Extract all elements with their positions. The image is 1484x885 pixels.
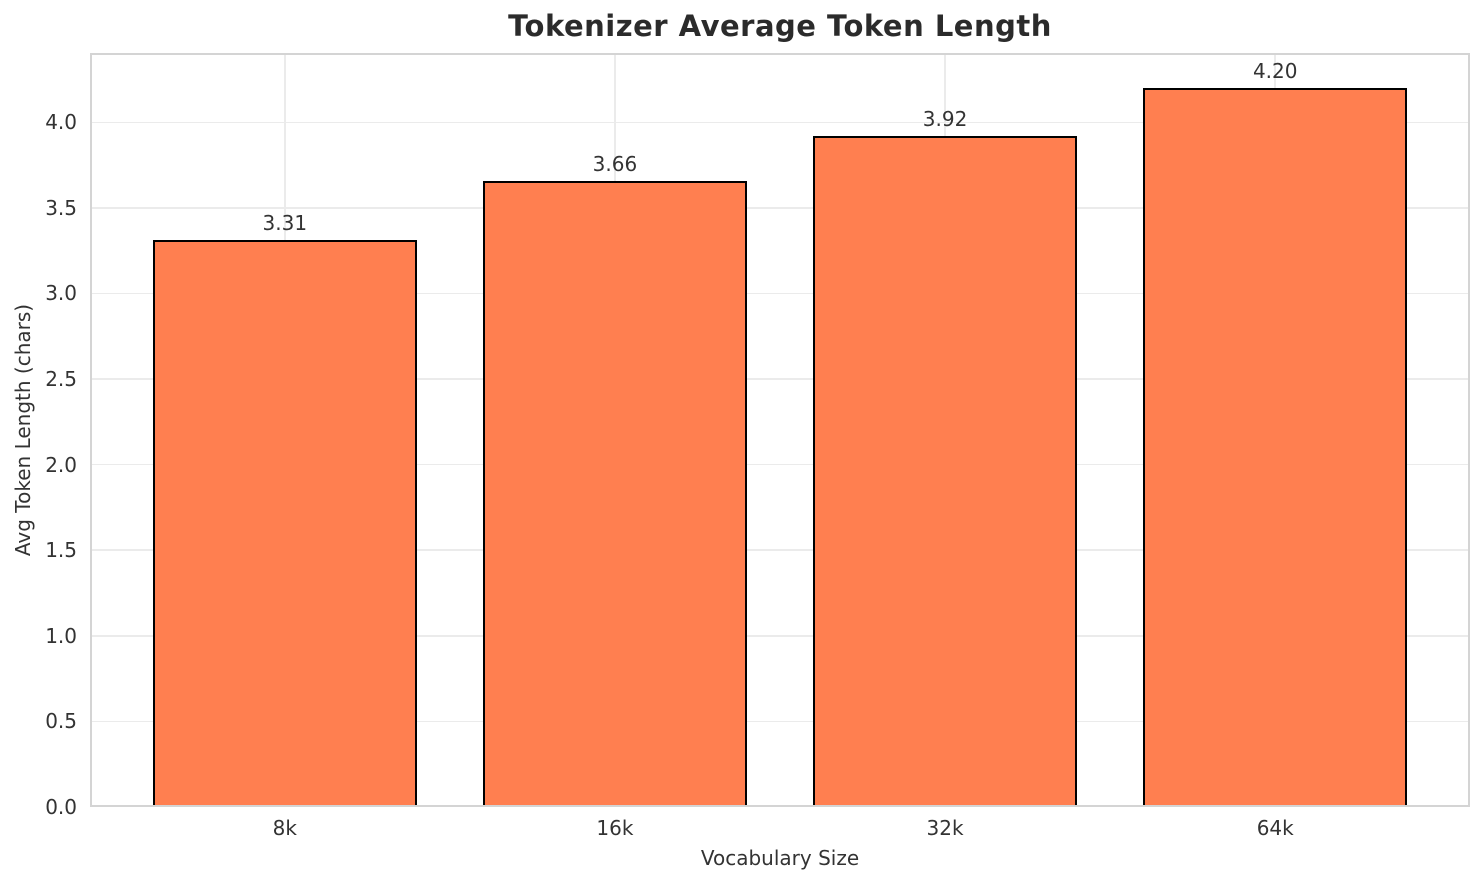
y-tick-label: 2.0 bbox=[45, 452, 77, 477]
y-tick-label: 1.0 bbox=[45, 623, 77, 648]
y-tick-label: 2.5 bbox=[45, 367, 77, 392]
gridline-horizontal bbox=[90, 292, 1470, 295]
gridline-horizontal bbox=[90, 549, 1470, 551]
bar-64k bbox=[1143, 88, 1408, 807]
y-tick-label: 1.5 bbox=[45, 538, 77, 563]
gridline-horizontal bbox=[90, 121, 1470, 124]
plot-area: 3.31 3.66 3.92 4.20 bbox=[90, 53, 1470, 807]
gridline-horizontal bbox=[90, 378, 1470, 380]
chart-title: Tokenizer Average Token Length bbox=[508, 9, 1052, 43]
bar-value-label: 4.20 bbox=[1252, 59, 1298, 84]
bar-value-label: 3.92 bbox=[922, 107, 968, 132]
x-axis-label: Vocabulary Size bbox=[700, 846, 860, 870]
gridline-horizontal bbox=[90, 720, 1470, 723]
bar-value-label: 3.31 bbox=[262, 211, 308, 236]
x-tick-label-32k: 32k bbox=[926, 816, 964, 840]
y-tick-label: 0.5 bbox=[45, 709, 77, 734]
bar-8k bbox=[152, 240, 417, 807]
x-tick-label-8k: 8k bbox=[272, 816, 297, 840]
bar-32k bbox=[813, 136, 1078, 807]
bar-16k bbox=[482, 180, 747, 807]
y-tick-label: 0.0 bbox=[45, 795, 77, 819]
y-tick-label: 3.0 bbox=[45, 281, 77, 306]
x-tick-label-64k: 64k bbox=[1256, 816, 1294, 840]
gridline-horizontal bbox=[90, 207, 1470, 209]
x-tick-label-16k: 16k bbox=[596, 816, 634, 840]
gridline-horizontal bbox=[90, 463, 1470, 466]
y-tick-label: 4.0 bbox=[45, 110, 77, 135]
y-tick-label: 3.5 bbox=[45, 195, 77, 220]
bar-value-label: 3.66 bbox=[592, 151, 638, 176]
gridline-horizontal bbox=[90, 635, 1470, 637]
y-axis-label: Avg Token Length (chars) bbox=[11, 303, 35, 557]
